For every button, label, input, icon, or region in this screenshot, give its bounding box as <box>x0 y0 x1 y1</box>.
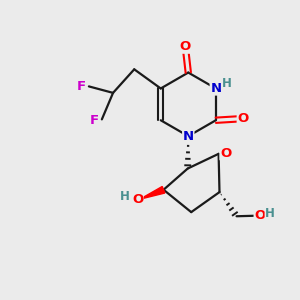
Text: O: O <box>132 193 143 206</box>
Text: H: H <box>120 190 130 203</box>
Text: H: H <box>221 77 231 90</box>
Text: O: O <box>179 40 190 53</box>
Text: N: N <box>210 82 221 95</box>
Text: O: O <box>220 147 231 160</box>
Text: O: O <box>237 112 248 125</box>
Polygon shape <box>140 187 165 199</box>
Text: F: F <box>90 114 99 127</box>
Text: O: O <box>254 209 266 222</box>
Text: H: H <box>265 207 275 220</box>
Text: F: F <box>77 80 86 93</box>
Text: N: N <box>183 130 194 143</box>
